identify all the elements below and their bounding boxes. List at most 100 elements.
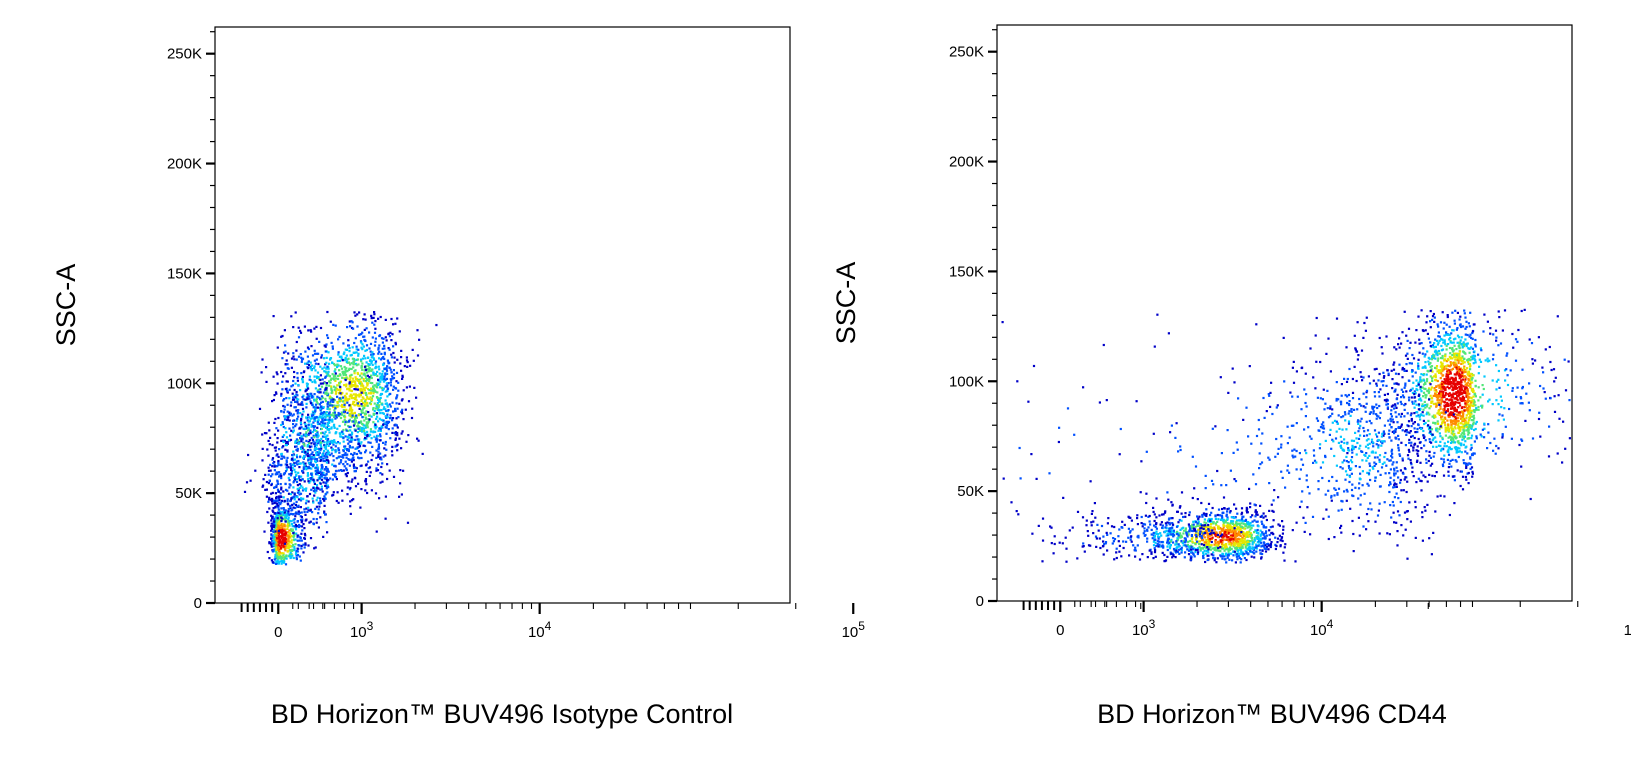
event-dot bbox=[1176, 511, 1178, 513]
event-dot bbox=[351, 411, 353, 413]
event-dot bbox=[287, 513, 289, 515]
event-dot bbox=[344, 423, 346, 425]
event-dot bbox=[1265, 550, 1267, 552]
event-dot bbox=[1170, 501, 1172, 503]
event-dot bbox=[285, 533, 287, 535]
event-dot bbox=[1072, 527, 1074, 529]
event-dot bbox=[346, 493, 348, 495]
event-dot bbox=[1240, 558, 1242, 560]
event-dot bbox=[293, 535, 295, 537]
event-dot bbox=[1475, 435, 1477, 437]
event-dot bbox=[367, 375, 369, 377]
event-dot bbox=[1132, 544, 1134, 546]
event-dot bbox=[385, 496, 387, 498]
event-dot bbox=[1495, 337, 1497, 339]
event-dot bbox=[374, 341, 376, 343]
event-dot bbox=[290, 401, 292, 403]
event-dot bbox=[376, 412, 378, 414]
event-dot bbox=[343, 450, 345, 452]
event-dot bbox=[373, 311, 375, 313]
event-dot bbox=[333, 491, 335, 493]
event-dot bbox=[1247, 521, 1249, 523]
event-dot bbox=[302, 410, 304, 412]
event-dot bbox=[385, 403, 387, 405]
event-dot bbox=[259, 408, 261, 410]
event-dot bbox=[1448, 454, 1450, 456]
event-dot bbox=[286, 390, 288, 392]
event-dot bbox=[1105, 541, 1107, 543]
event-dot bbox=[397, 408, 399, 410]
event-dot bbox=[345, 461, 347, 463]
event-dot bbox=[366, 431, 368, 433]
event-dot bbox=[283, 534, 285, 536]
event-dot bbox=[351, 354, 353, 356]
event-dot bbox=[348, 410, 350, 412]
event-dot bbox=[296, 456, 298, 458]
event-dot bbox=[298, 466, 300, 468]
event-dot bbox=[1248, 488, 1250, 490]
event-dot bbox=[1531, 358, 1533, 360]
event-dot bbox=[348, 361, 350, 363]
event-dot bbox=[379, 373, 381, 375]
event-dot bbox=[1279, 535, 1281, 537]
event-dot bbox=[1468, 419, 1470, 421]
event-dot bbox=[292, 352, 294, 354]
event-dot bbox=[297, 505, 299, 507]
event-dot bbox=[1432, 446, 1434, 448]
event-dot bbox=[1385, 335, 1387, 337]
event-dot bbox=[357, 438, 359, 440]
event-dot bbox=[350, 453, 352, 455]
event-dot bbox=[342, 342, 344, 344]
event-dot bbox=[300, 547, 302, 549]
event-dot bbox=[287, 518, 289, 520]
event-dot bbox=[292, 393, 294, 395]
event-dot bbox=[1221, 553, 1223, 555]
event-dot bbox=[1205, 508, 1207, 510]
x-axis-title: BD Horizon™ BUV496 Isotype Control bbox=[271, 699, 733, 729]
event-dot bbox=[372, 392, 374, 394]
event-dot bbox=[343, 441, 345, 443]
event-dot bbox=[270, 515, 272, 517]
event-dot bbox=[1553, 380, 1555, 382]
event-dot bbox=[1428, 338, 1430, 340]
event-dot bbox=[1444, 378, 1446, 380]
event-dot bbox=[1497, 344, 1499, 346]
event-dot bbox=[1379, 373, 1381, 375]
event-dot bbox=[396, 449, 398, 451]
event-dot bbox=[278, 512, 280, 514]
event-dot bbox=[283, 398, 285, 400]
event-dot bbox=[324, 435, 326, 437]
event-dot bbox=[327, 337, 329, 339]
event-dot bbox=[331, 449, 333, 451]
event-dot bbox=[330, 321, 332, 323]
event-dot bbox=[278, 496, 280, 498]
event-dot bbox=[1476, 421, 1478, 423]
event-dot bbox=[1391, 387, 1393, 389]
event-dot bbox=[320, 383, 322, 385]
event-dot bbox=[1264, 538, 1266, 540]
event-dot bbox=[295, 528, 297, 530]
event-dot bbox=[383, 381, 385, 383]
event-dot bbox=[359, 334, 361, 336]
event-dot bbox=[301, 414, 303, 416]
event-dot bbox=[287, 416, 289, 418]
event-dot bbox=[363, 355, 365, 357]
event-dot bbox=[389, 470, 391, 472]
event-dot bbox=[1498, 387, 1500, 389]
event-dot bbox=[375, 470, 377, 472]
event-dot bbox=[320, 374, 322, 376]
event-dot bbox=[1209, 538, 1211, 540]
event-dot bbox=[1209, 514, 1211, 516]
event-dot bbox=[328, 419, 330, 421]
event-dot bbox=[1193, 554, 1195, 556]
event-dot bbox=[315, 467, 317, 469]
event-dot bbox=[348, 434, 350, 436]
event-dot bbox=[393, 476, 395, 478]
event-dot bbox=[354, 412, 356, 414]
event-dot bbox=[349, 487, 351, 489]
event-dot bbox=[1149, 523, 1151, 525]
event-dot bbox=[375, 385, 377, 387]
event-dot bbox=[363, 445, 365, 447]
event-dot bbox=[1212, 547, 1214, 549]
event-dot bbox=[1280, 544, 1282, 546]
